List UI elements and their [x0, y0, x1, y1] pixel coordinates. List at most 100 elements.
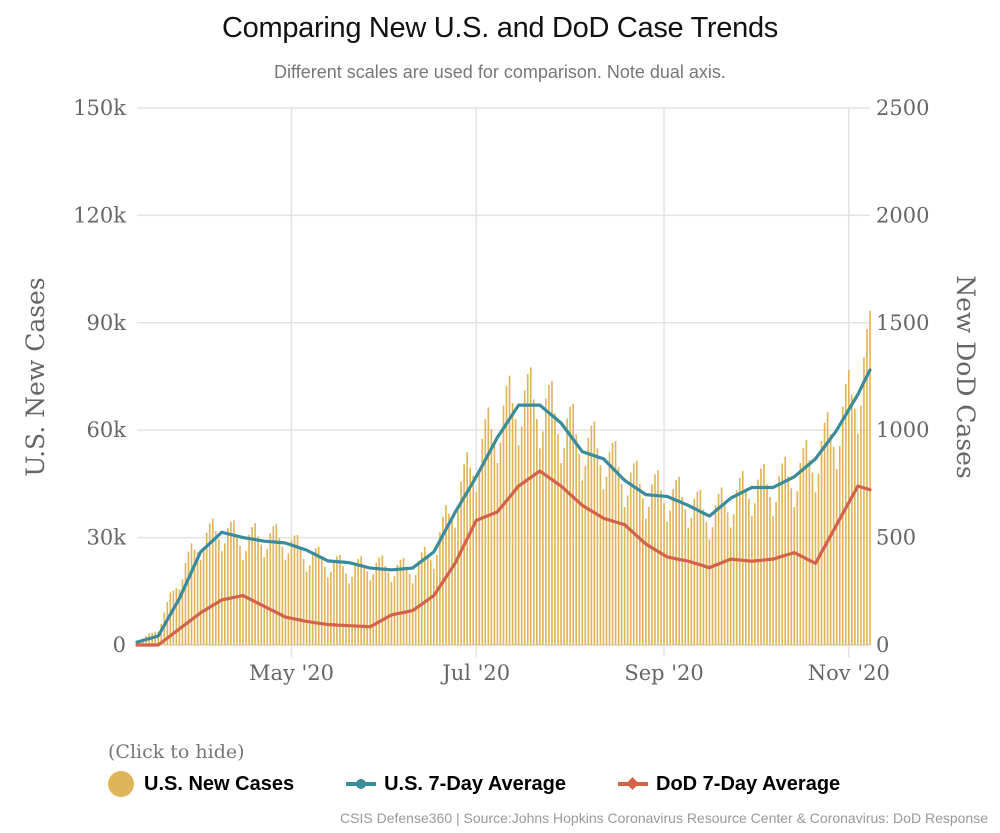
y-axis-title-right: New DoD Cases — [951, 275, 980, 479]
bar-us-new-cases — [590, 425, 593, 645]
bar-us-new-cases — [454, 527, 456, 645]
bar-us-new-cases — [648, 506, 650, 645]
bar-us-new-cases — [720, 487, 723, 645]
bar-us-new-cases — [354, 564, 356, 645]
bar-us-new-cases — [563, 447, 565, 645]
bar-us-new-cases — [299, 549, 302, 645]
bar-us-new-cases — [275, 523, 278, 645]
bar-us-new-cases — [411, 583, 414, 645]
bar-us-new-cases — [535, 419, 538, 645]
bar-us-new-cases — [796, 491, 799, 645]
bar-us-new-cases — [790, 488, 793, 645]
bar-us-new-cases — [696, 491, 699, 645]
bar-us-new-cases — [726, 512, 729, 645]
bar-us-new-cases — [578, 453, 581, 645]
bar-us-new-cases — [496, 462, 499, 645]
legend-hint: (Click to hide) — [108, 741, 245, 763]
bar-us-new-cases — [199, 559, 202, 645]
bar-us-new-cases — [651, 484, 653, 645]
bar-us-new-cases — [190, 543, 193, 645]
bar-us-new-cases — [635, 460, 638, 645]
legend: U.S. New Cases U.S. 7-Day Average DoD 7-… — [108, 771, 892, 797]
bar-us-new-cases — [469, 467, 472, 645]
bar-us-new-cases — [705, 521, 708, 645]
bar-us-new-cases — [850, 394, 853, 645]
bar-us-new-cases — [233, 520, 235, 645]
bar-us-new-cases — [429, 559, 432, 645]
legend-circle-icon — [108, 771, 134, 797]
bar-us-new-cases — [802, 447, 805, 645]
x-tick-label: Nov '20 — [808, 661, 890, 685]
bar-us-new-cases — [408, 574, 411, 645]
bar-us-new-cases — [766, 484, 768, 645]
legend-label: U.S. New Cases — [144, 772, 295, 795]
bar-us-new-cases — [772, 515, 774, 645]
bar-us-new-cases — [278, 538, 281, 645]
bar-us-new-cases — [760, 468, 762, 645]
legend-item-us-7day-average[interactable]: U.S. 7-Day Average — [346, 773, 566, 796]
bar-us-new-cases — [184, 562, 187, 645]
bar-us-new-cases — [457, 510, 459, 645]
bar-us-new-cases — [820, 440, 823, 645]
bar-us-new-cases — [626, 495, 629, 645]
bar-us-new-cases — [714, 505, 717, 645]
bar-us-new-cases — [417, 560, 420, 645]
bar-us-new-cases — [499, 442, 502, 645]
bar-us-new-cases — [357, 559, 359, 645]
bar-us-new-cases — [523, 390, 526, 645]
bar-us-new-cases — [754, 503, 756, 645]
x-tick-label: Sep '20 — [624, 661, 703, 685]
bar-us-new-cases — [863, 357, 865, 645]
bar-us-new-cases — [236, 535, 238, 645]
bar-us-new-cases — [829, 434, 832, 645]
bar-us-new-cases — [672, 489, 674, 645]
bar-us-new-cases — [466, 452, 468, 645]
bar-us-new-cases — [663, 503, 665, 645]
bar-us-new-cases — [681, 496, 684, 645]
bar-us-new-cases — [844, 383, 847, 645]
bar-us-new-cases — [520, 426, 523, 645]
legend-item-dod-7day-average[interactable]: DoD 7-Day Average — [618, 773, 840, 796]
legend-item-us-new-cases[interactable]: U.S. New Cases — [108, 771, 294, 797]
bar-us-new-cases — [857, 433, 859, 645]
bar-us-new-cases — [699, 489, 702, 645]
legend-line-diamond-icon — [618, 777, 649, 791]
bar-us-new-cases — [308, 565, 311, 645]
y-tick-label-right: 2000 — [876, 203, 929, 227]
bar-us-new-cases — [339, 555, 341, 645]
bar-us-new-cases — [693, 498, 696, 645]
bar-us-new-cases — [266, 548, 269, 645]
bar-us-new-cases — [823, 422, 826, 645]
x-tick-label: Jul '20 — [440, 661, 510, 685]
bar-us-new-cases — [314, 548, 317, 645]
bar-us-new-cases — [614, 440, 617, 645]
bar-us-new-cases — [617, 467, 620, 645]
bar-us-new-cases — [847, 369, 850, 645]
bar-us-new-cases — [593, 421, 596, 645]
bar-us-new-cases — [393, 575, 396, 645]
bar-us-new-cases — [784, 456, 787, 645]
bar-us-new-cases — [623, 507, 626, 645]
bar-us-new-cases — [532, 399, 535, 645]
bar-us-new-cases — [317, 546, 320, 645]
bar-us-new-cases — [330, 571, 332, 645]
bar-us-new-cases — [869, 310, 871, 645]
bar-us-new-cases — [545, 398, 547, 645]
bar-us-new-cases — [336, 556, 338, 645]
bar-us-new-cases — [366, 571, 369, 645]
bar-us-new-cases — [290, 540, 293, 645]
bar-us-new-cases — [423, 546, 426, 645]
bar-us-new-cases — [293, 535, 296, 645]
bar-us-new-cases — [702, 509, 705, 645]
bar-us-new-cases — [611, 442, 614, 645]
bar-us-new-cases — [675, 480, 677, 645]
bar-us-new-cases — [166, 602, 169, 645]
bar-us-new-cases — [554, 413, 556, 645]
bar-us-new-cases — [751, 515, 753, 645]
bar-us-new-cases — [220, 551, 223, 645]
bar-us-new-cases — [214, 531, 217, 645]
y-axis-title-left: U.S. New Cases — [21, 277, 50, 476]
bar-us-new-cases — [638, 483, 641, 645]
bar-us-new-cases — [642, 498, 644, 645]
line-us-7day-average — [135, 368, 872, 644]
